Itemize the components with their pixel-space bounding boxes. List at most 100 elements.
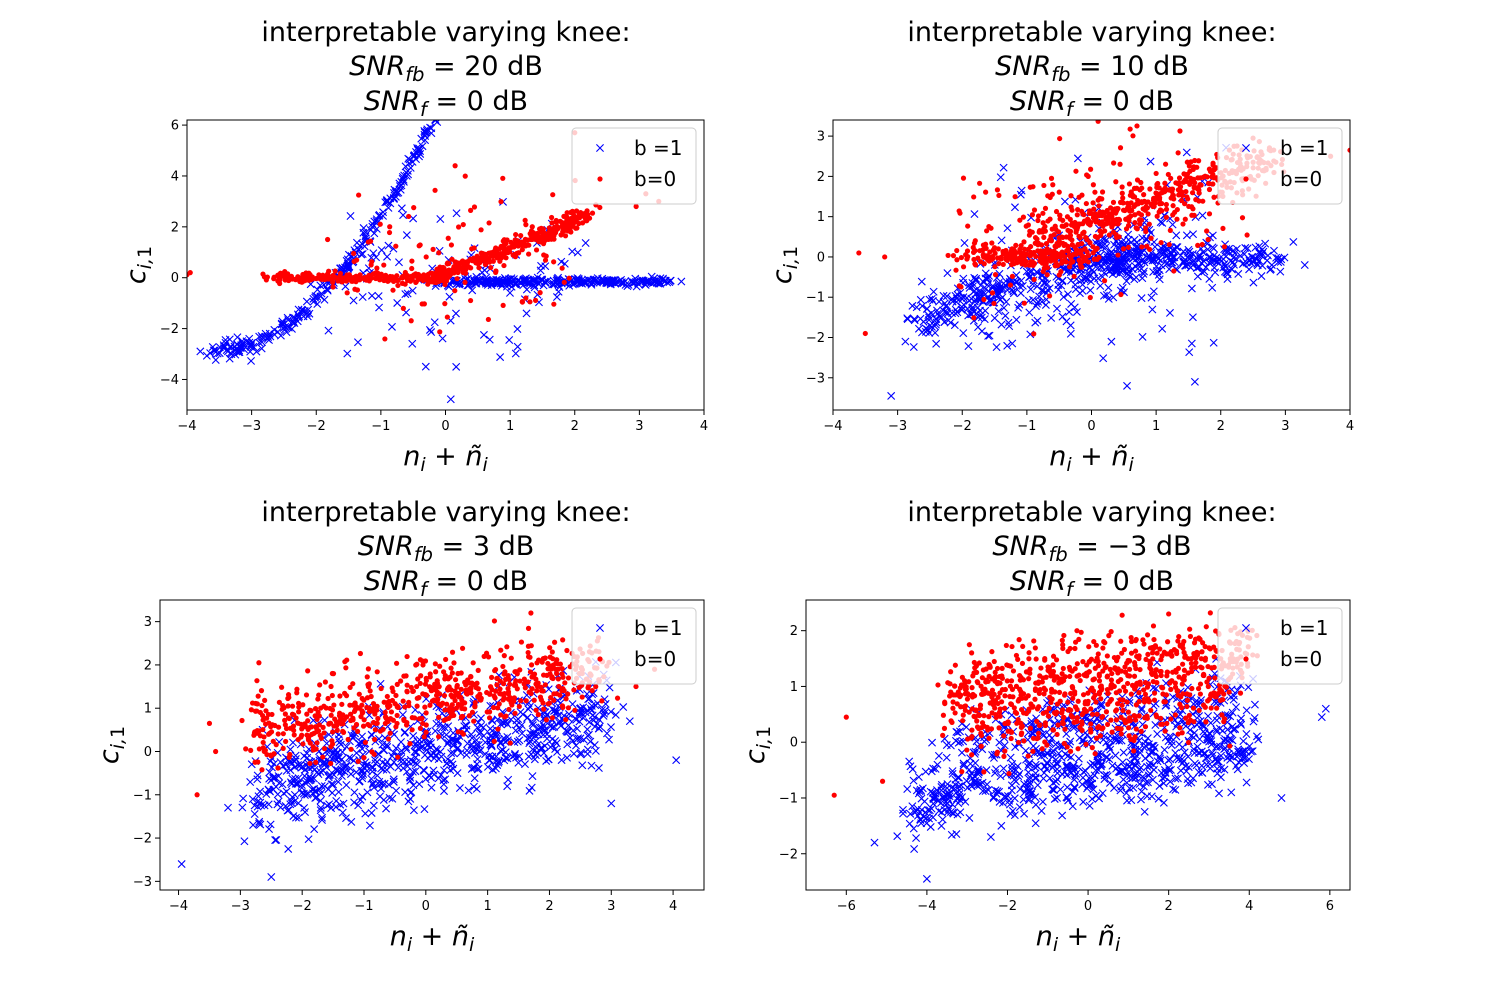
point-dot-marker bbox=[438, 702, 444, 709]
point-x-marker bbox=[344, 263, 353, 272]
point-dot-marker bbox=[1154, 213, 1160, 219]
point-dot-marker bbox=[402, 704, 408, 710]
point-x-marker bbox=[492, 277, 501, 286]
point-x-marker bbox=[479, 330, 488, 339]
point-x-marker bbox=[395, 179, 404, 188]
point-dot-marker bbox=[548, 214, 555, 221]
point-x-marker bbox=[1147, 293, 1156, 302]
point-dot-marker bbox=[984, 228, 990, 234]
legend-label-b1: b =1 bbox=[634, 136, 683, 160]
point-dot-marker bbox=[555, 676, 561, 682]
point-dot-marker bbox=[1180, 221, 1186, 227]
point-dot-marker bbox=[1182, 216, 1188, 222]
point-dot-marker bbox=[417, 725, 424, 731]
point-dot-marker bbox=[541, 706, 547, 712]
point-x-marker bbox=[291, 755, 300, 763]
point-dot-marker bbox=[409, 727, 415, 733]
point-x-marker bbox=[1031, 302, 1040, 311]
x-tick-label: −1 bbox=[371, 419, 390, 434]
point-x-marker bbox=[277, 320, 286, 329]
point-x-marker bbox=[379, 208, 388, 217]
point-x-marker bbox=[1187, 339, 1196, 348]
point-dot-marker bbox=[445, 676, 451, 682]
point-dot-marker bbox=[1168, 186, 1174, 192]
point-dot-marker bbox=[565, 705, 572, 711]
point-x-marker bbox=[378, 758, 387, 767]
point-dot-marker bbox=[1134, 226, 1140, 232]
point-dot-marker bbox=[347, 702, 353, 708]
point-dot-marker bbox=[304, 711, 310, 717]
point-dot-marker bbox=[458, 686, 464, 692]
point-dot-marker bbox=[593, 684, 599, 690]
point-dot-marker bbox=[1153, 170, 1159, 177]
point-dot-marker bbox=[1009, 246, 1015, 252]
point-dot-marker bbox=[1106, 232, 1112, 238]
point-x-marker bbox=[1016, 785, 1025, 794]
point-dot-marker bbox=[400, 305, 406, 311]
point-x-marker bbox=[594, 764, 603, 773]
point-dot-marker bbox=[1074, 212, 1080, 218]
point-x-marker bbox=[927, 322, 936, 331]
subplot-bottom-right: interpretable varying knee:SNRfb = −3 dB… bbox=[740, 497, 1351, 956]
point-x-marker bbox=[998, 284, 1007, 293]
point-dot-marker bbox=[460, 221, 466, 228]
point-dot-marker bbox=[451, 660, 457, 666]
point-dot-marker bbox=[498, 691, 504, 697]
point-dot-marker bbox=[375, 715, 381, 722]
point-x-marker bbox=[1068, 802, 1077, 811]
point-x-marker bbox=[316, 803, 325, 812]
x-tick-label: 4 bbox=[1346, 419, 1354, 434]
point-dot-marker bbox=[378, 685, 384, 692]
point-x-marker bbox=[349, 296, 358, 305]
point-x-marker bbox=[1226, 712, 1235, 721]
point-x-marker bbox=[368, 764, 377, 773]
point-dot-marker bbox=[462, 706, 468, 712]
point-x-marker bbox=[472, 745, 481, 754]
point-x-marker bbox=[309, 297, 318, 306]
point-x-marker bbox=[350, 788, 359, 797]
point-x-marker bbox=[1114, 243, 1123, 252]
point-x-marker bbox=[522, 285, 531, 294]
point-x-marker bbox=[507, 282, 516, 291]
point-x-marker bbox=[449, 729, 458, 737]
point-dot-marker bbox=[1087, 294, 1093, 301]
point-dot-marker bbox=[318, 735, 324, 741]
point-x-marker bbox=[922, 304, 931, 313]
point-x-marker bbox=[1227, 788, 1236, 797]
point-dot-marker bbox=[508, 239, 514, 245]
legend: b =1b=0 bbox=[571, 127, 697, 205]
point-x-marker bbox=[461, 721, 470, 730]
point-x-marker bbox=[449, 749, 458, 758]
point-dot-marker bbox=[513, 231, 519, 238]
point-x-marker bbox=[1065, 307, 1074, 316]
point-x-marker bbox=[981, 269, 990, 278]
point-dot-marker bbox=[1100, 209, 1106, 215]
point-x-marker bbox=[1205, 274, 1214, 283]
point-x-marker bbox=[1060, 197, 1069, 206]
point-x-marker bbox=[600, 709, 609, 718]
point-x-marker bbox=[1236, 251, 1245, 260]
point-dot-marker bbox=[502, 669, 508, 675]
point-dot-marker bbox=[306, 734, 312, 740]
point-dot-marker bbox=[493, 269, 499, 275]
point-dot-marker bbox=[482, 251, 488, 257]
point-x-marker bbox=[599, 711, 608, 720]
point-dot-marker bbox=[518, 639, 525, 645]
point-x-marker bbox=[480, 266, 489, 275]
point-dot-marker bbox=[1206, 186, 1213, 193]
point-dot-marker bbox=[1130, 133, 1136, 139]
point-dot-marker bbox=[559, 671, 565, 677]
point-x-marker bbox=[463, 739, 472, 748]
point-x-marker bbox=[921, 327, 930, 336]
point-x-marker bbox=[501, 718, 510, 727]
point-dot-marker bbox=[432, 187, 438, 193]
point-dot-marker bbox=[381, 262, 387, 268]
point-dot-marker bbox=[1038, 242, 1045, 248]
axes-frame bbox=[159, 599, 705, 891]
point-dot-marker bbox=[409, 276, 415, 282]
point-dot-marker bbox=[991, 300, 997, 307]
point-dot-marker bbox=[444, 701, 450, 707]
chart-title-line-1: interpretable varying knee: bbox=[261, 497, 630, 528]
point-x-marker bbox=[544, 755, 553, 764]
